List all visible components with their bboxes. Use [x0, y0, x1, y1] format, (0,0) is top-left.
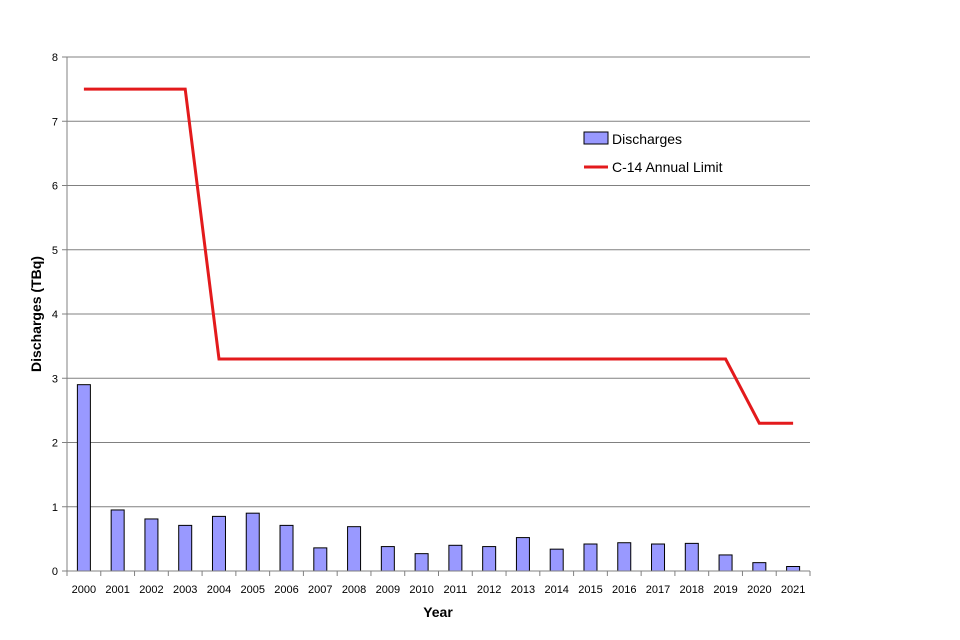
bar [684, 542, 699, 572]
y-tick-label: 3 [52, 373, 58, 385]
x-tick-labels: 2000 2001 2002 2003 2004 2005 2006 2007 2008 2009… [72, 584, 806, 596]
bar [279, 524, 294, 572]
x-tick-label: 2016 [612, 584, 636, 596]
x-tick-label: 2017 [646, 584, 670, 596]
x-tick-label: 2018 [680, 584, 704, 596]
bar [313, 547, 328, 572]
bar [448, 544, 463, 572]
y-tick-labels: 0 1 2 3 4 5 6 7 8 [52, 52, 58, 578]
x-tick-label: 2012 [477, 584, 501, 596]
bar [178, 524, 193, 572]
line-series [83, 87, 794, 425]
x-tick-label: 2008 [342, 584, 366, 596]
bar-series [76, 384, 801, 572]
bar [752, 562, 767, 572]
x-tick-label: 2001 [105, 584, 129, 596]
legend-swatch-discharges [583, 131, 609, 145]
legend-label-discharges: Discharges [612, 131, 682, 147]
y-tick-label: 8 [52, 52, 58, 64]
gridlines [62, 56, 810, 572]
y-tick-label: 7 [52, 116, 58, 128]
x-tick-label: 2010 [409, 584, 433, 596]
bar [718, 554, 733, 572]
x-tick-label: 2004 [207, 584, 231, 596]
y-tick-label: 1 [52, 502, 58, 514]
axes [66, 57, 811, 576]
x-tick-label: 2011 [444, 584, 468, 596]
x-tick-label: 2006 [274, 584, 298, 596]
x-tick-label: 2007 [308, 584, 332, 596]
bar [786, 566, 801, 572]
y-axis-title: Discharges (TBq) [28, 256, 44, 372]
x-tick-label: 2003 [173, 584, 197, 596]
y-tick-label: 5 [52, 245, 58, 257]
bar [76, 384, 91, 572]
bar [651, 543, 666, 572]
bar [211, 515, 226, 572]
x-tick-label: 2021 [781, 584, 805, 596]
bar [482, 546, 497, 572]
x-tick-label: 2015 [578, 584, 602, 596]
x-tick-label: 2000 [72, 584, 96, 596]
x-tick-label: 2019 [713, 584, 737, 596]
bar [380, 546, 395, 572]
bar [110, 509, 125, 572]
x-tick-label: 2009 [376, 584, 400, 596]
legend: Discharges C-14 Annual Limit [583, 131, 723, 175]
x-tick-label: 2014 [544, 584, 568, 596]
x-tick-label: 2005 [241, 584, 265, 596]
bar [414, 553, 429, 572]
x-tick-label: 2002 [139, 584, 163, 596]
y-tick-label: 4 [52, 309, 58, 321]
x-tick-label: 2013 [511, 584, 535, 596]
x-tick-label: 2020 [747, 584, 771, 596]
bar [144, 518, 159, 572]
x-axis-title: Year [423, 604, 453, 620]
y-tick-label: 2 [52, 438, 58, 450]
bar [617, 542, 632, 572]
bar [245, 512, 260, 572]
bar [347, 526, 362, 572]
bar [515, 537, 530, 572]
bar [549, 548, 564, 572]
y-tick-label: 6 [52, 181, 58, 193]
bar [583, 543, 598, 572]
y-tick-label: 0 [52, 566, 58, 578]
legend-label-limit: C-14 Annual Limit [612, 159, 723, 175]
limit-line [83, 87, 794, 425]
